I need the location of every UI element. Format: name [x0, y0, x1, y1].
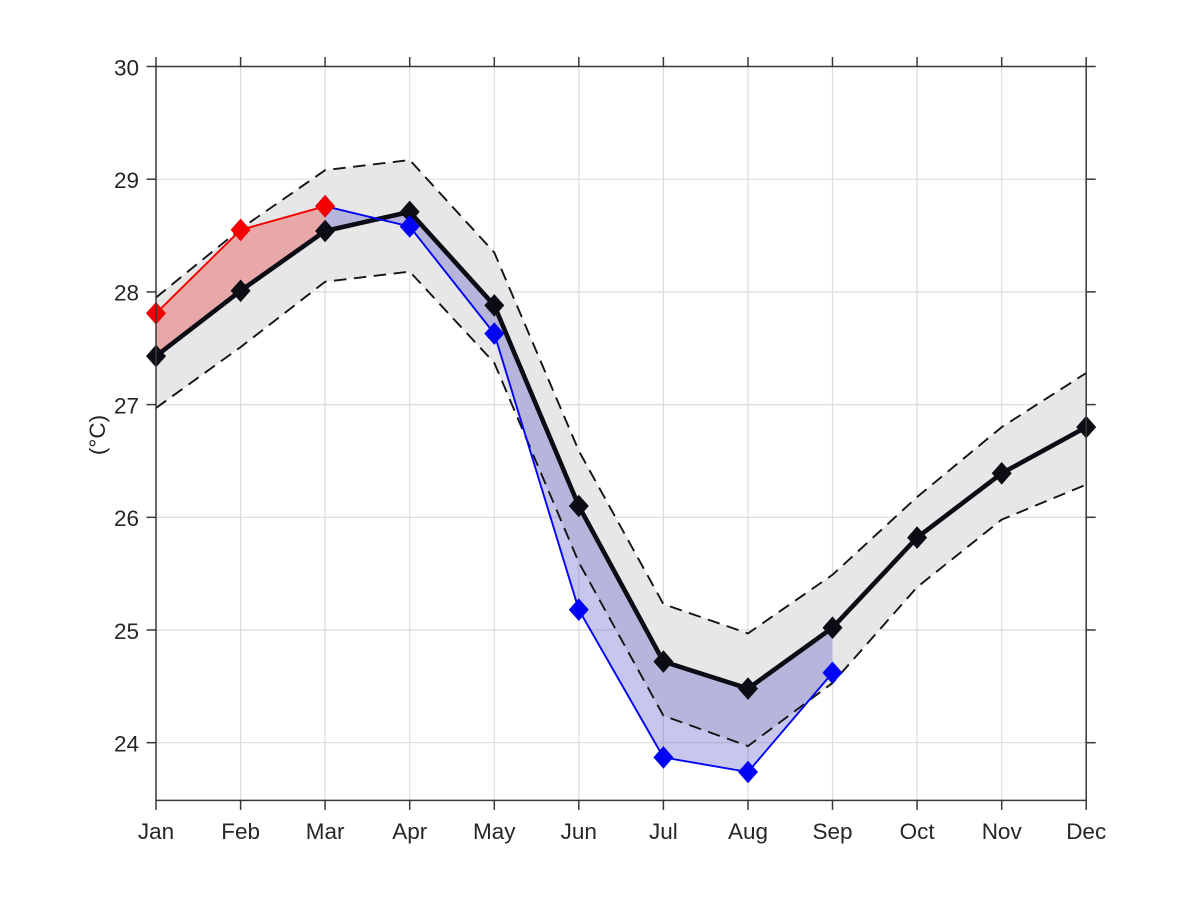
svg-text:25: 25	[114, 619, 139, 644]
svg-text:Sep: Sep	[812, 819, 852, 844]
svg-text:26: 26	[114, 506, 139, 531]
svg-text:Jun: Jun	[561, 819, 597, 844]
svg-text:Jul: Jul	[649, 819, 678, 844]
svg-text:May: May	[473, 819, 516, 844]
svg-text:27: 27	[114, 393, 139, 418]
svg-text:28: 28	[114, 281, 139, 306]
svg-text:Oct: Oct	[900, 819, 936, 844]
svg-text:Mar: Mar	[306, 819, 345, 844]
svg-text:Apr: Apr	[392, 819, 428, 844]
svg-text:(°C): (°C)	[85, 415, 110, 455]
svg-text:Jan: Jan	[138, 819, 174, 844]
svg-text:30: 30	[114, 55, 139, 80]
svg-text:Aug: Aug	[728, 819, 768, 844]
svg-text:Dec: Dec	[1066, 819, 1106, 844]
svg-text:24: 24	[114, 732, 139, 757]
svg-text:Feb: Feb	[221, 819, 260, 844]
svg-text:Nov: Nov	[982, 819, 1023, 844]
svg-text:29: 29	[114, 168, 139, 193]
